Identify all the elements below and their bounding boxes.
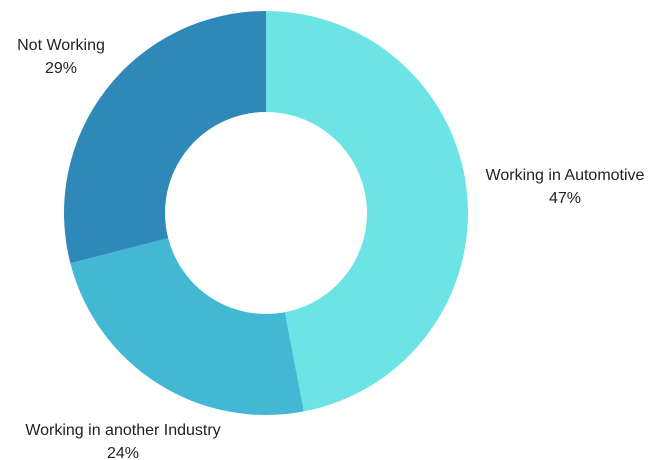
slice-label-name: Working in another Industry (25, 422, 220, 439)
slice-label-name: Not Working (17, 37, 105, 54)
slice-label-working-in-another-industry: Working in another Industry 24% (25, 422, 220, 460)
slice-label-value: 24% (107, 445, 139, 460)
donut-slice-working-in-another-industry (70, 238, 304, 415)
slice-label-value: 47% (549, 190, 581, 207)
donut-slices (63, 11, 468, 415)
slice-label-value: 29% (45, 60, 77, 77)
slice-label-not-working: Not Working 29% (17, 37, 105, 77)
slice-labels: Working in Automotive 47% Working in ano… (17, 37, 644, 460)
slice-label-name: Working in Automotive (486, 167, 645, 184)
slice-label-working-in-automotive: Working in Automotive 47% (486, 167, 645, 207)
donut-slice-not-working (63, 11, 266, 264)
donut-slice-working-in-automotive (266, 11, 468, 412)
